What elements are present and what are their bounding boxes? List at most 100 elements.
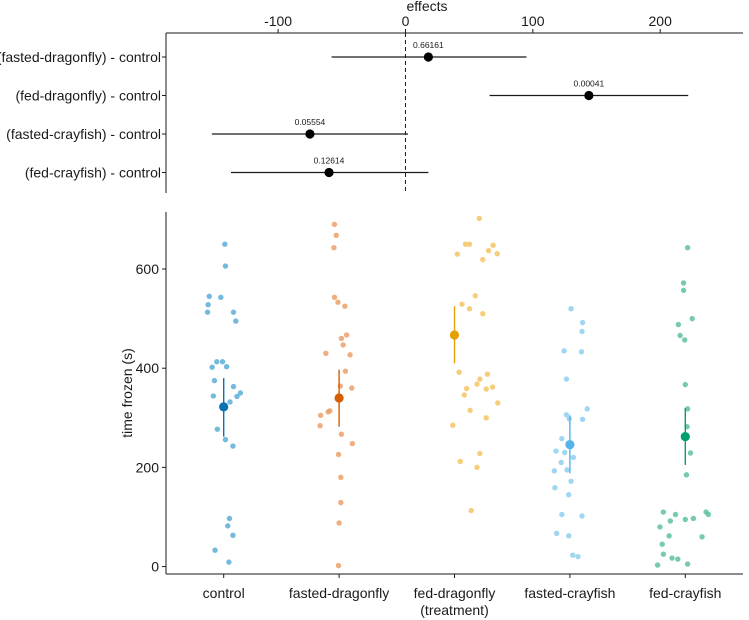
strip-data-point (495, 400, 501, 406)
strip-y-tick-label: 200 (136, 459, 160, 475)
strip-data-point (343, 332, 350, 338)
strip-data-point (331, 294, 338, 300)
strip-x-tick-label-line: control (203, 585, 245, 601)
forest-estimate-point (324, 167, 334, 178)
strip-group-fasted-crayfish (551, 305, 590, 560)
strip-data-point (690, 515, 697, 522)
strip-data-point (677, 332, 683, 339)
strip-data-point (477, 376, 483, 382)
strip-y-tick-label: 600 (136, 261, 160, 277)
strip-data-point (568, 478, 574, 484)
strip-data-point (684, 561, 691, 567)
strip-mean-point (680, 432, 690, 442)
strip-data-point (559, 511, 565, 518)
strip-data-point (562, 449, 568, 456)
strip-x-tick-label: fed-crayfish (649, 585, 721, 601)
strip-data-point (347, 352, 353, 358)
strip-data-point (472, 293, 478, 299)
strip-data-point (684, 406, 691, 412)
strip-data-point (323, 350, 329, 357)
strip-data-point (553, 530, 560, 537)
strip-data-point (667, 518, 673, 524)
strip-data-point (331, 221, 338, 228)
strip-data-point (484, 371, 491, 377)
strip-data-point (705, 511, 712, 518)
strip-data-point (209, 364, 215, 370)
strip-data-point (226, 559, 232, 565)
strip-data-point (476, 215, 483, 222)
strip-x-tick-label: fasted-dragonfly (289, 585, 389, 601)
strip-y-tick-label: 400 (136, 360, 160, 376)
strip-data-point (459, 301, 465, 307)
strip-data-point (462, 241, 469, 247)
strip-data-point (214, 426, 221, 432)
strip-data-point (570, 552, 576, 558)
forest-estimate-point (423, 52, 433, 62)
strip-data-point (566, 491, 572, 498)
strip-x-tick-label-line: fed-crayfish (649, 585, 721, 601)
strip-data-point (682, 381, 688, 388)
strip-data-point (317, 423, 323, 429)
strip-data-point (684, 245, 691, 251)
forest-x-ticks: -100 0 100 200 (264, 13, 672, 33)
strip-y-axis-title: time frozen (s) (119, 348, 135, 437)
forest-estimate-point (305, 129, 315, 139)
strip-mean-point (219, 402, 229, 412)
strip-data-point (575, 553, 581, 560)
strip-data-point (335, 451, 342, 458)
forest-x-tick-label: 200 (649, 13, 673, 29)
strip-data-point (474, 464, 480, 471)
strip-data-point (660, 509, 667, 515)
forest-rows: (fasted-dragonfly) - control 0.66161 (fed-… (0, 40, 689, 181)
strip-data-point (485, 247, 492, 254)
strip-data-point (456, 369, 462, 375)
strip-x-tick-label-line: fasted-crayfish (524, 585, 615, 601)
strip-data-point (578, 349, 585, 355)
strip-data-point (468, 507, 474, 514)
strip-groups (204, 215, 712, 569)
strip-data-point (461, 392, 468, 398)
strip-data-point (563, 412, 570, 418)
strip-x-tick-label: fed-dragonfly (treatment) (414, 585, 496, 618)
strip-data-point (689, 315, 695, 322)
forest-x-tick-label: 0 (402, 13, 410, 29)
strip-x-tick-label-line: fed-dragonfly (414, 585, 496, 601)
forest-row-label: (fed-dragonfly) - control (15, 88, 161, 104)
strip-data-point (230, 532, 236, 539)
strip-data-point (657, 524, 663, 530)
strip-data-point (483, 386, 489, 392)
strip-data-point (335, 299, 341, 305)
strip-data-point (454, 251, 461, 257)
strip-x-ticks: control fasted-dragonfly fed-dragonfly (tre… (203, 574, 721, 618)
strip-data-point (675, 321, 682, 328)
strip-data-point (335, 562, 342, 569)
strip-mean-point (565, 439, 575, 450)
strip-data-point (654, 562, 661, 568)
forest-row-label: (fed-crayfish) - control (25, 165, 161, 181)
strip-x-tick-label: fasted-crayfish (524, 585, 615, 601)
strip-data-point (237, 390, 244, 396)
strip-data-point (669, 555, 675, 561)
strip-data-point (230, 309, 237, 315)
strip-data-point (494, 250, 500, 257)
strip-data-point (227, 399, 233, 405)
forest-p-value-label: 0.00041 (574, 79, 605, 89)
strip-data-point (214, 359, 220, 365)
strip-data-point (683, 472, 690, 478)
strip-data-point (579, 328, 585, 335)
strip-data-point (340, 342, 346, 348)
strip-data-point (206, 293, 212, 300)
strip-group-fed-dragonfly (449, 215, 501, 514)
strip-data-point (467, 407, 473, 414)
strip-data-point (218, 294, 224, 300)
strip-data-point (331, 245, 337, 251)
strip-data-point (222, 263, 229, 269)
strip-data-point (680, 280, 687, 286)
strip-data-point (570, 454, 577, 461)
strip-data-point (342, 368, 349, 374)
strip-data-point (338, 499, 344, 506)
strip-data-point (333, 232, 339, 239)
strip-group-fed-crayfish (654, 245, 712, 568)
strip-data-point (466, 305, 473, 312)
strip-data-point (337, 383, 343, 389)
